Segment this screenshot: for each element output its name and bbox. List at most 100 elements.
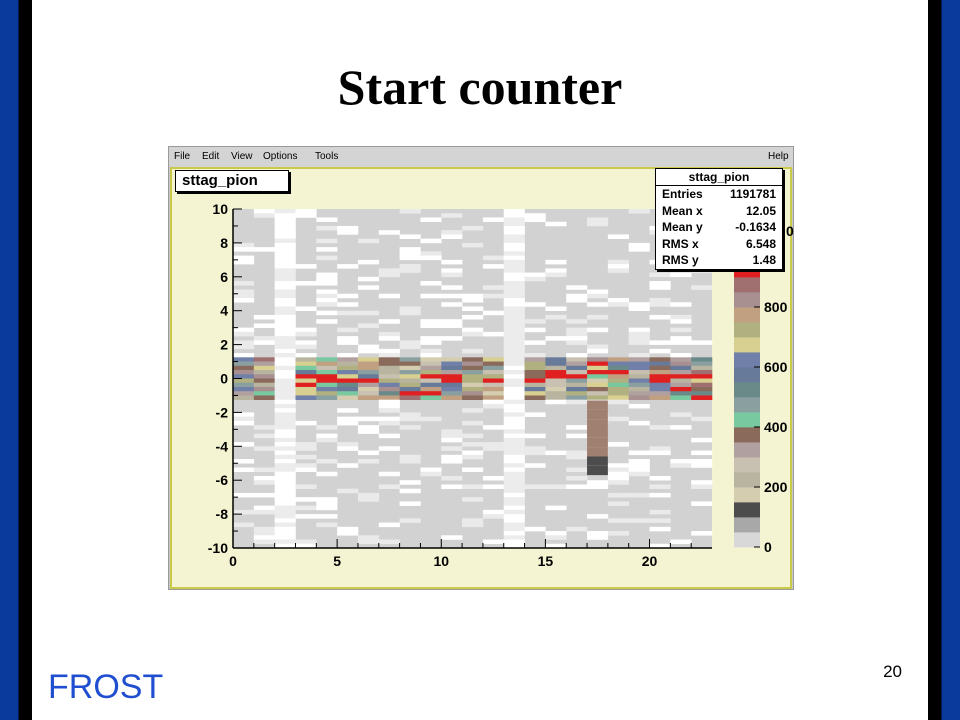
histogram-title[interactable]: sttag_pion [175,170,289,192]
heatmap-bin [233,366,254,371]
stats-row-mean-y: Mean y -0.1634 [656,219,782,236]
heatmap-bin [545,273,566,278]
heatmap-bin [670,395,691,400]
heatmap-bin [670,366,691,371]
heatmap-bin [441,383,462,388]
heatmap-bin [400,370,421,375]
heatmap-bin [504,251,525,256]
heatmap-bin [254,383,275,388]
stats-box[interactable]: sttag_pion Entries 1191781 Mean x 12.05 Me… [655,168,783,270]
heatmap-bin [566,400,587,405]
heatmap-bin [275,353,296,358]
heatmap-bin [275,383,296,388]
palette-segment [734,442,760,457]
heatmap-bin [504,319,525,324]
heatmap-bin [525,412,546,417]
heatmap-bin [504,353,525,358]
heatmap-bin [254,370,275,375]
heatmap-bin [587,447,608,456]
heatmap-bin [525,353,546,358]
heatmap-bin [420,353,441,358]
heatmap-bin [462,349,483,354]
heatmap-bin [483,510,504,515]
palette-segment [734,502,760,517]
heatmap-bin [379,391,400,396]
heatmap-bin [379,379,400,384]
heatmap-bin [358,374,379,379]
heatmap-bin [358,239,379,244]
heatmap-bin [650,273,671,278]
heatmap-bin [441,234,462,239]
heatmap-bin [295,209,316,214]
heatmap-bin [587,531,608,536]
heatmap-bin [254,434,275,439]
heatmap-bin [295,421,316,426]
heatmap-bin [650,281,671,286]
heatmap-bin [545,357,566,362]
heatmap-bin [629,379,650,384]
heatmap-bin [379,408,400,413]
heatmap-bin [295,506,316,511]
heatmap-bin [275,421,296,426]
heatmap-bin [295,328,316,333]
heatmap-bin [608,476,629,481]
heatmap-bin [400,256,421,261]
heatmap-bin [420,366,441,371]
heatmap-bin [275,264,296,269]
heatmap-bin [400,480,421,485]
heatmap-bin [629,518,650,523]
heatmap-bin [275,234,296,239]
heatmap-bin [525,463,546,468]
heatmap-bin [504,463,525,468]
heatmap-bin [275,247,296,252]
heatmap-bin [566,370,587,375]
heatmap-bin [254,391,275,396]
heatmap-bin [650,340,671,345]
palette-segment [734,307,760,322]
heatmap-bin [254,467,275,472]
heatmap-bin [275,463,296,468]
heatmap-bin [233,353,254,358]
heatmap-bin [233,467,254,472]
heatmap-bin [275,531,296,536]
heatmap-bin [379,294,400,299]
heatmap-bin [400,345,421,350]
heatmap-bin [483,264,504,269]
heatmap-bin [525,451,546,456]
heatmap-bin [275,489,296,494]
heatmap-bin [691,531,712,536]
heatmap-bin [504,480,525,485]
heatmap-bin [337,531,358,536]
heatmap-bin [275,379,296,384]
heatmap-bin [566,298,587,303]
x-tick-label: 20 [642,553,658,569]
heatmap-bin [629,302,650,307]
heatmap-bin [650,387,671,392]
heatmap-bin [608,302,629,307]
heatmap-bin [400,387,421,392]
y-tick-label: 8 [220,235,228,251]
heatmap-bin [379,353,400,358]
heatmap-bin [316,311,337,316]
heatmap-bin [337,366,358,371]
heatmap-bin [587,366,608,371]
heatmap-bin [275,323,296,328]
x-tick-label: 5 [333,553,341,569]
heatmap-bin [358,535,379,540]
heatmap-bin [691,366,712,371]
heatmap-bin [650,391,671,396]
heatmap-bin [525,362,546,367]
heatmap-bin [650,285,671,290]
heatmap-bin [545,535,566,540]
heatmap-bin [358,357,379,362]
heatmap-bin [525,446,546,451]
heatmap-bin [441,319,462,324]
heatmap-bin [400,340,421,345]
heatmap-bin [691,285,712,290]
heatmap-bin [462,455,483,460]
heatmap-bin [670,540,691,545]
heatmap-bin [587,370,608,375]
heatmap-bin [275,523,296,528]
heatmap-bin [608,366,629,371]
